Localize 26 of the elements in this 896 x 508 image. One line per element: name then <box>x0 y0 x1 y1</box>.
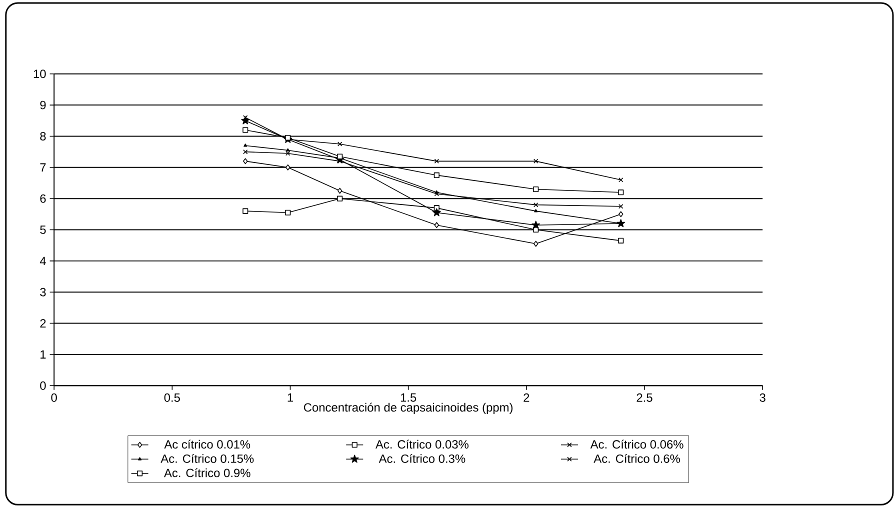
y-tick-label: 3 <box>40 288 46 296</box>
y-tick-label: 7 <box>40 163 46 172</box>
x-tick-label: 0.5 <box>164 394 180 402</box>
y-tick-label: 9 <box>40 100 46 110</box>
y-tick-label: 4 <box>40 256 46 266</box>
legend-label: Ac. Cítrico 0.15% <box>160 454 254 464</box>
y-tick-label: 0 <box>40 382 46 390</box>
x-tick-label: 2 <box>524 394 530 402</box>
y-tick-label: 1 <box>40 350 46 359</box>
y-tick-label: 6 <box>40 194 46 203</box>
x-tick-label: 1.5 <box>400 394 416 402</box>
legend-label: Ac. Cítrico 0.03% <box>375 440 468 449</box>
legend-label: Ac. Cítrico 0.6% <box>594 454 680 464</box>
x-axis-title: Concentración de capsaicinoides (ppm) <box>304 402 513 414</box>
x-tick-label: 0 <box>51 394 57 402</box>
legend-label: Ac cítrico 0.01% <box>164 440 250 449</box>
y-tick-label: 2 <box>40 319 46 328</box>
y-tick-label: 10 <box>34 70 46 78</box>
x-tick-label: 1 <box>288 394 293 402</box>
y-tick-label: 8 <box>40 132 46 141</box>
x-tick-label: 2.5 <box>636 394 652 402</box>
legend-label: Ac. Cítrico 0.9% <box>164 468 250 478</box>
legend-label: Ac. Cítrico 0.06% <box>590 440 684 449</box>
y-tick-label: 5 <box>40 226 46 234</box>
legend-label: Ac. Cítrico 0.3% <box>378 454 466 464</box>
x-tick-label: 3 <box>760 394 766 402</box>
